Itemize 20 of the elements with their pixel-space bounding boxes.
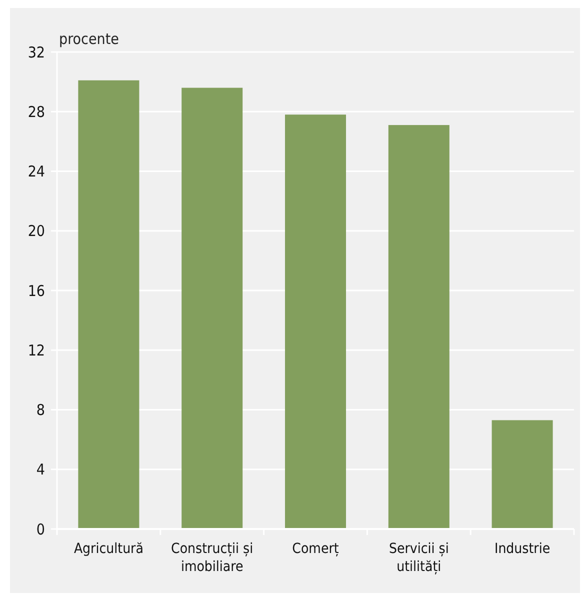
y-tick-label: 20 (28, 222, 45, 240)
y-tick-label: 12 (28, 341, 45, 360)
x-tick-label: Servicii și utilități (388, 541, 449, 575)
y-tick-label: 0 (36, 520, 45, 538)
x-tick-label: Agricultură (74, 541, 144, 557)
y-tick-label: 8 (36, 401, 45, 419)
y-tick-label: 4 (36, 460, 45, 479)
y-tick-label: 28 (28, 102, 45, 121)
bar (284, 114, 346, 529)
y-tick-label: 16 (28, 282, 45, 300)
y-tick-label: 24 (28, 162, 45, 180)
x-tick-label: Industrie (494, 541, 550, 557)
x-tick-label: Comerț (292, 541, 339, 557)
bar (182, 88, 243, 529)
y-tick-label: 32 (28, 43, 45, 62)
bar (492, 420, 553, 529)
bar (388, 125, 450, 529)
x-tick-label: Construcții și imobiliare (171, 541, 254, 575)
y-axis-title: procente (59, 30, 119, 48)
bar (78, 80, 140, 529)
